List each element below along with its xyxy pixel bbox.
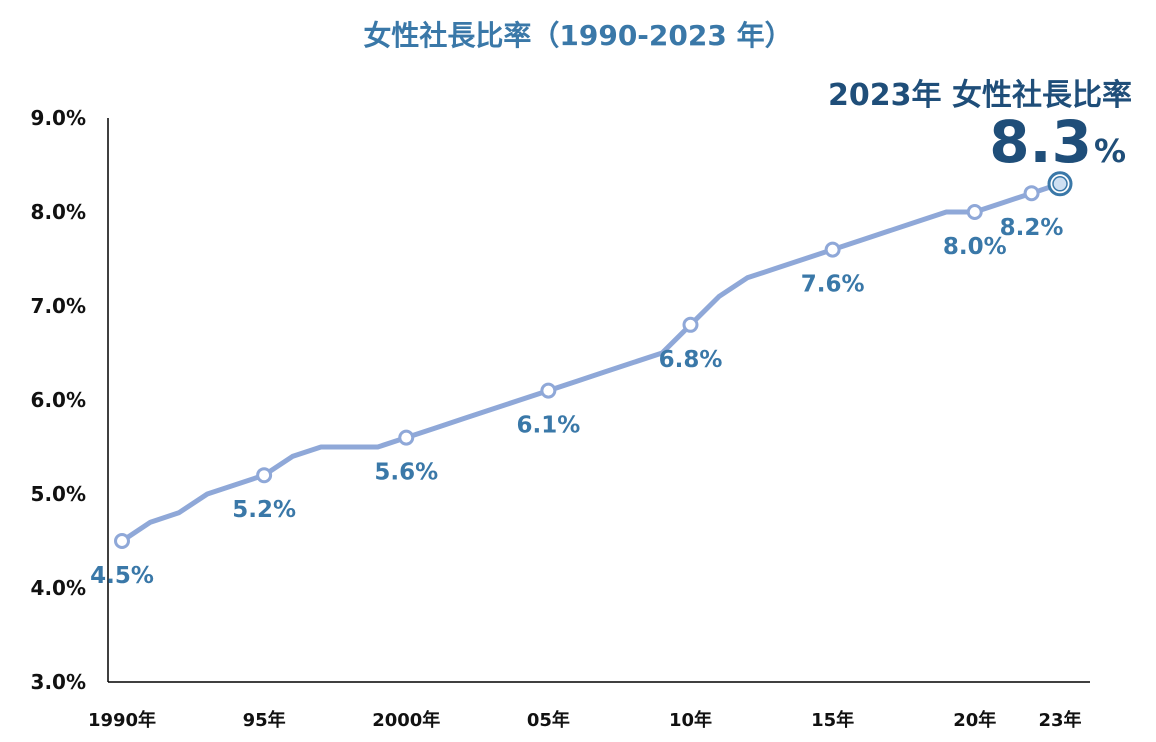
highlight-unit: % <box>1093 132 1126 170</box>
data-point-marker <box>256 467 273 484</box>
data-point-marker <box>1023 185 1040 202</box>
highlight-marker-inner <box>1052 176 1068 192</box>
data-point-marker <box>398 429 415 446</box>
x-tick-label: 2000年 <box>372 709 440 731</box>
data-point-marker <box>540 382 557 399</box>
data-label: 6.1% <box>516 413 580 439</box>
y-tick-label: 8.0% <box>31 200 86 224</box>
y-tick-label: 6.0% <box>31 388 86 412</box>
highlight-value: 8.3% <box>989 108 1126 176</box>
x-tick-label: 20年 <box>953 709 996 731</box>
y-tick-label: 5.0% <box>31 482 86 506</box>
highlight-number: 8.3 <box>989 108 1092 176</box>
data-label: 8.0% <box>943 234 1007 260</box>
data-label: 8.2% <box>1000 215 1064 241</box>
x-tick-label: 1990年 <box>88 709 156 731</box>
data-point-marker <box>966 204 983 220</box>
data-point-marker <box>682 316 699 333</box>
highlight-heading: 2023年 女性社長比率 <box>828 78 1132 113</box>
data-label: 5.6% <box>374 460 438 486</box>
x-tick-label: 95年 <box>243 709 286 731</box>
data-label: 6.8% <box>659 347 723 373</box>
y-tick-label: 4.0% <box>31 576 86 600</box>
y-tick-label: 7.0% <box>31 294 86 318</box>
data-point-marker <box>114 533 130 549</box>
y-tick-label: 9.0% <box>31 106 86 130</box>
data-label: 4.5% <box>90 563 154 589</box>
x-tick-label: 23年 <box>1038 709 1081 731</box>
data-label: 5.2% <box>232 497 296 523</box>
y-tick-label: 3.0% <box>31 670 86 694</box>
series-line <box>119 181 1063 544</box>
data-point-marker <box>824 241 841 258</box>
data-label: 7.6% <box>801 272 865 298</box>
x-tick-label: 10年 <box>669 709 712 731</box>
x-tick-label: 15年 <box>811 709 854 731</box>
chart-title: 女性社長比率（1990-2023 年） <box>363 19 793 52</box>
x-tick-label: 05年 <box>527 709 570 731</box>
